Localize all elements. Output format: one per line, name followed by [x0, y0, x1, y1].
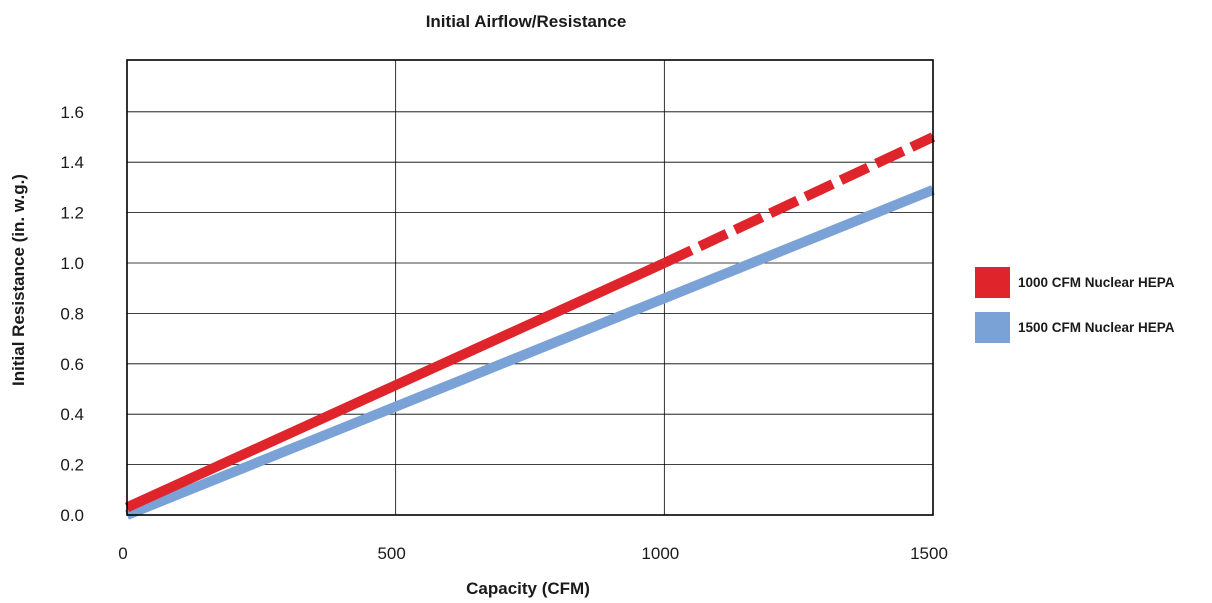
series-line-1500-cfm-nuclear-hepa [125, 185, 935, 520]
x-tick-labels: 0 500 1000 1500 [118, 544, 948, 563]
x-tick-label: 1500 [910, 544, 948, 563]
x-tick-label: 0 [118, 544, 127, 563]
y-tick-label: 1.2 [60, 204, 84, 223]
y-tick-label: 0.6 [60, 355, 84, 374]
y-tick-label: 0.8 [60, 304, 84, 323]
legend-swatch [975, 267, 1010, 298]
legend-label: 1000 CFM Nuclear HEPA [1018, 275, 1175, 290]
y-tick-label: 1.4 [60, 153, 84, 172]
y-tick-label: 0.4 [60, 405, 84, 424]
x-tick-label: 1000 [641, 544, 679, 563]
legend-swatch [975, 312, 1010, 343]
plot-frame [126, 59, 934, 516]
legend-label: 1500 CFM Nuclear HEPA [1018, 320, 1175, 335]
series-layer [124, 132, 936, 520]
y-tick-label: 0.0 [60, 506, 84, 525]
y-axis-title: Initial Resistance (in. w.g.) [9, 174, 28, 386]
gridlines [127, 60, 933, 515]
series-line-1000-cfm-nuclear-hepa [124, 258, 667, 512]
legend: 1000 CFM Nuclear HEPA 1500 CFM Nuclear HE… [975, 267, 1175, 343]
series-dashed-1000-cfm-nuclear-hepa [662, 132, 936, 268]
y-tick-label: 0.2 [60, 456, 84, 475]
y-tick-label: 1.6 [60, 103, 84, 122]
chart-title: Initial Airflow/Resistance [426, 12, 627, 31]
x-tick-label: 500 [377, 544, 405, 563]
y-tick-label: 1.0 [60, 254, 84, 273]
x-axis-title: Capacity (CFM) [466, 579, 590, 598]
y-tick-labels: 0.0 0.2 0.4 0.6 0.8 1.0 1.2 1.4 1.6 [60, 103, 84, 525]
